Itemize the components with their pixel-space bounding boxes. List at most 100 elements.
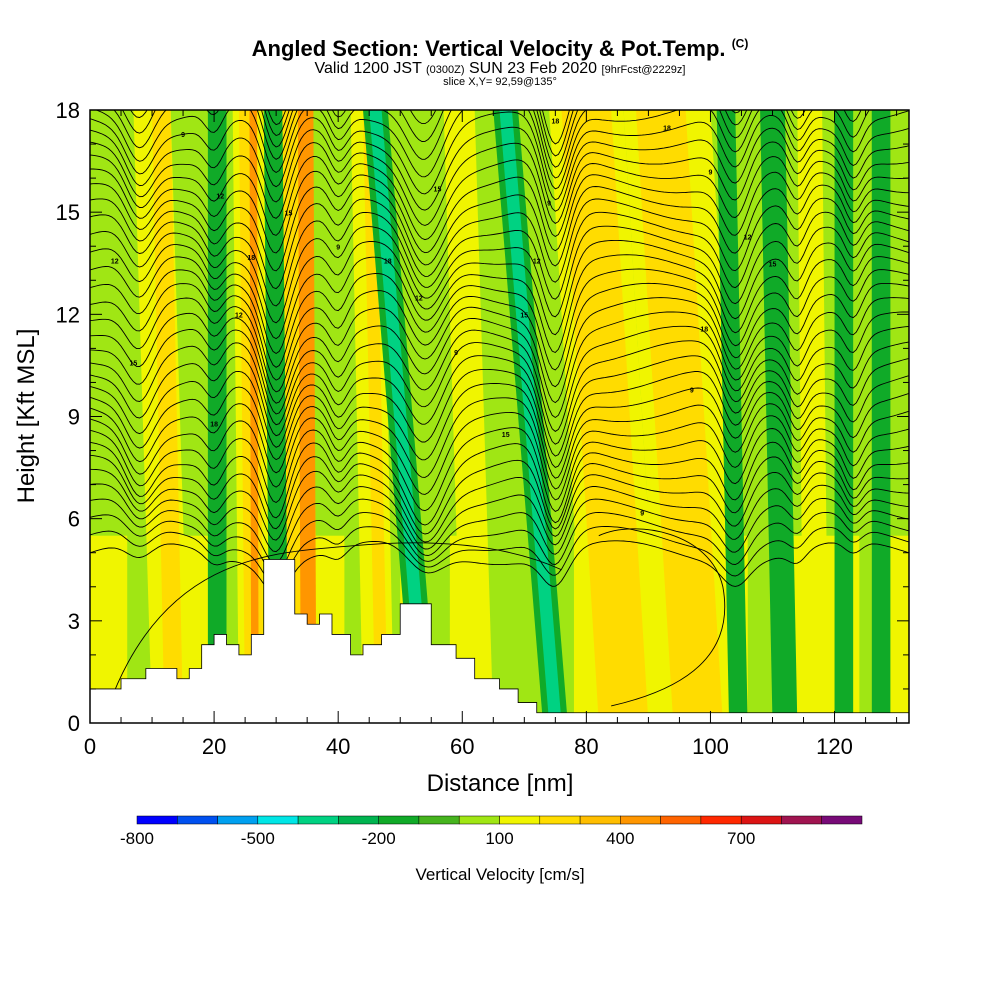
updraft-band: [443, 110, 494, 723]
contour-label: 18: [700, 326, 708, 333]
y-tick-label: 12: [56, 302, 80, 327]
colorbar-swatch: [539, 815, 581, 825]
copyright-mark: (C): [731, 36, 749, 51]
isentrope-line: [90, 511, 909, 575]
colorbar-title: Vertical Velocity [cm/s]: [415, 865, 584, 884]
isentrope-line: [90, 468, 909, 543]
isentrope-line: [90, 168, 909, 254]
colorbar-tick-label: 400: [606, 829, 634, 848]
terrain-profile: [90, 559, 909, 723]
isentrope-line: [90, 282, 909, 388]
colorbar-swatch: [257, 815, 299, 825]
colorbar-swatch: [378, 815, 420, 825]
isentrope-line: [90, 441, 909, 526]
colorbar-tick-label: 700: [727, 829, 755, 848]
isentrope-line: [90, 383, 909, 479]
isentrope-line: [90, 483, 909, 553]
contour-label: 12: [415, 296, 423, 303]
strong-updraft-core: [297, 110, 317, 723]
colorbar-swatch: [579, 815, 621, 825]
colorbar-swatch: [620, 815, 661, 825]
contour-label: 18: [247, 255, 255, 262]
slice-info: slice X,Y= 92,59@135°: [443, 76, 557, 88]
colorbar-swatch: [740, 815, 782, 825]
contour-label: 15: [130, 360, 138, 367]
colorbar-tick-label: 100: [485, 829, 513, 848]
contour-label: 9: [181, 132, 185, 139]
colorbar-tick-label: -200: [362, 829, 396, 848]
isentrope-line: [90, 427, 909, 512]
isentrope-line: [90, 411, 909, 501]
colorbar-swatch: [217, 815, 259, 825]
isentrope-line: [90, 325, 909, 432]
colorbar-swatch: [700, 815, 742, 825]
valid-time-line: Valid 1200 JST (0300Z) SUN 23 Feb 2020 […: [314, 60, 686, 77]
colorbar-swatch: [418, 815, 460, 825]
contour-label: 18: [384, 258, 392, 265]
y-tick-label: 3: [68, 609, 80, 634]
updraft-band: [797, 110, 829, 723]
contour-label: 15: [502, 432, 510, 439]
x-tick-label: 100: [692, 734, 729, 759]
isentrope-line: [90, 311, 909, 419]
isentrope-line: [90, 141, 909, 226]
downdraft-band: [834, 110, 854, 723]
contour-label: 15: [769, 262, 777, 269]
isentrope-line: [90, 154, 909, 241]
colorbar-swatch: [458, 815, 500, 825]
terrain: [90, 559, 909, 723]
x-tick-label: 60: [450, 734, 474, 759]
isentrope-line: [90, 297, 909, 404]
isentrope-line: [90, 526, 909, 586]
downdraft-band: [871, 110, 891, 723]
isentrope-line: [90, 497, 909, 564]
axes: 0 20 40 60 80 100 120 0 3 6 9 12 15 18: [56, 98, 909, 759]
x-tick-label: 120: [816, 734, 853, 759]
colorbar-swatch: [821, 815, 863, 825]
contour-label: 9: [640, 510, 644, 517]
updraft-core: [636, 110, 723, 723]
contour-label: 18: [663, 125, 671, 132]
contour-label: 12: [744, 234, 752, 241]
contour-label: 15: [520, 313, 528, 320]
updraft-core: [152, 110, 184, 723]
y-tick-label: 9: [68, 405, 80, 430]
colorbar-swatch: [781, 815, 822, 825]
y-tick-label: 18: [56, 98, 80, 123]
isentrope-line: [90, 254, 909, 355]
contour-label: 18: [210, 422, 218, 429]
y-tick-label: 6: [68, 507, 80, 532]
contour-label: 9: [690, 388, 694, 395]
contour-label: 9: [709, 170, 713, 177]
isentrope-line: [90, 397, 909, 490]
downdraft-band: [760, 110, 798, 723]
y-axis-title: Height [Kft MSL]: [13, 329, 40, 504]
isentrope-line: [90, 225, 909, 324]
contour-label: 12: [533, 258, 541, 265]
x-tick-label: 80: [574, 734, 598, 759]
vertical-velocity-field: [90, 110, 909, 723]
isentrope-line: [598, 528, 726, 707]
x-tick-label: 20: [202, 734, 226, 759]
isentrope-line: [90, 126, 909, 212]
colorbar-swatch: [297, 815, 339, 825]
updraft-core: [561, 110, 649, 723]
isentrope-line: [90, 239, 909, 340]
colorbar-swatch: [338, 815, 379, 825]
contour-label: 12: [216, 194, 224, 201]
y-tick-label: 0: [68, 711, 80, 736]
isentrope-line: [90, 197, 909, 290]
isentrope-line: [94, 110, 909, 190]
contour-label: 18: [551, 119, 559, 126]
y-tick-label: 15: [56, 200, 80, 225]
colorbar-swatch: [136, 815, 178, 825]
isentrope-line: [90, 268, 909, 371]
x-tick-label: 40: [326, 734, 350, 759]
isentrope-line: [90, 340, 909, 445]
x-tick-label: 0: [84, 734, 96, 759]
colorbar-swatch: [499, 815, 541, 825]
colorbar-swatch: [660, 815, 702, 825]
contour-label: 9: [547, 200, 551, 207]
colorbar-swatch: [177, 815, 218, 825]
